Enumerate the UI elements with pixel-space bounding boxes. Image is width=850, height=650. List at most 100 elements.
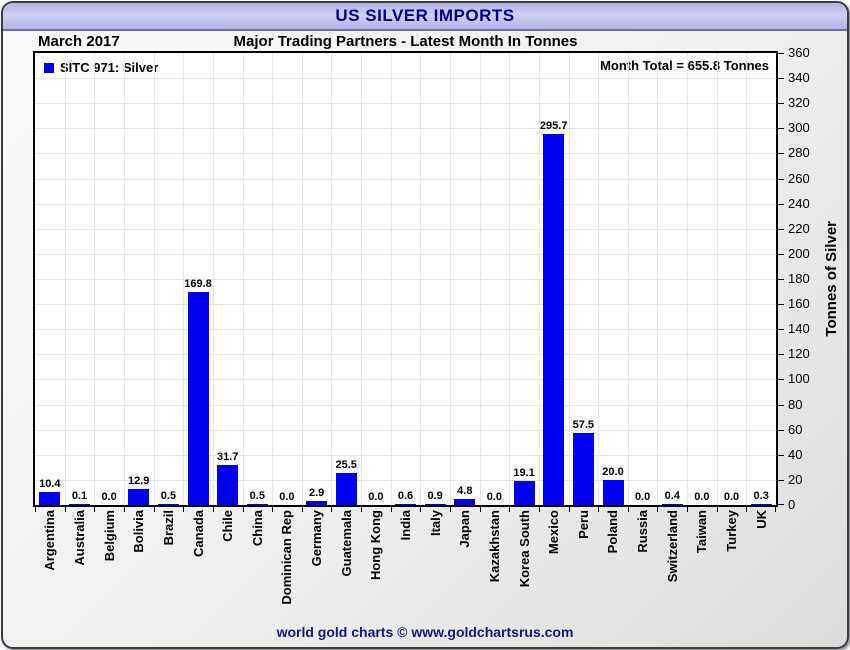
x-tick-mark xyxy=(479,507,481,512)
x-tick-mark xyxy=(35,507,36,512)
y-tick-mark xyxy=(778,178,784,180)
y-tick-mark xyxy=(778,203,784,205)
x-axis-label: Dominican Rep xyxy=(279,510,295,605)
bar-peru xyxy=(572,433,594,505)
bar-argentina xyxy=(39,492,61,505)
bar-canada xyxy=(187,292,209,505)
gridline-vertical xyxy=(598,53,600,505)
y-tick-mark xyxy=(778,153,784,155)
y-axis-title-wrap: Tonnes of Silver xyxy=(817,53,845,505)
x-axis-label-slot: Mexico xyxy=(539,510,569,554)
gridline-vertical xyxy=(331,53,333,505)
x-axis-label: Taiwan xyxy=(694,510,710,554)
bar-value-label: 0.0 xyxy=(634,491,651,503)
gridline-vertical xyxy=(687,53,689,505)
bar-india xyxy=(395,504,416,505)
y-tick-label: 40 xyxy=(788,446,803,462)
gridline-vertical xyxy=(123,53,125,505)
x-axis-label-slot: Brazil xyxy=(154,510,184,545)
x-axis-label-slot: China xyxy=(242,510,272,546)
chart-subtitle: Major Trading Partners - Latest Month In… xyxy=(233,33,578,50)
y-tick-label: 320 xyxy=(788,95,810,111)
x-tick-mark xyxy=(627,507,629,512)
bar-poland xyxy=(602,480,624,505)
gridline-horizontal xyxy=(35,354,776,356)
x-tick-mark xyxy=(775,507,776,512)
bar-value-label: 20.0 xyxy=(602,466,624,478)
x-axis-label: Australia xyxy=(71,510,87,566)
y-tick-label: 180 xyxy=(788,271,810,286)
gridline-vertical xyxy=(242,53,244,505)
x-tick-mark xyxy=(94,507,96,512)
x-tick-mark xyxy=(568,507,570,512)
bar-value-label: 0.0 xyxy=(723,491,740,503)
gridline-vertical xyxy=(94,53,96,505)
gridline-vertical xyxy=(627,53,629,505)
gridline-vertical xyxy=(301,53,303,505)
bar-value-label: 0.3 xyxy=(753,490,769,502)
y-tick-label: 120 xyxy=(788,346,810,362)
gridline-vertical xyxy=(657,53,659,505)
bar-value-label: 0.0 xyxy=(694,491,710,503)
y-tick-mark xyxy=(778,78,784,80)
y-tick-label: 140 xyxy=(788,321,810,337)
gridline-vertical xyxy=(509,53,511,505)
chart-title: US SILVER IMPORTS xyxy=(335,6,515,25)
bar-value-label: 0.4 xyxy=(664,490,680,502)
x-axis-label-slot: Dominican Rep xyxy=(272,510,302,605)
x-tick-mark xyxy=(153,507,155,512)
x-tick-mark xyxy=(331,507,333,512)
y-tick-mark xyxy=(778,228,784,230)
gridline-vertical xyxy=(64,53,66,505)
gridline-vertical xyxy=(538,53,540,505)
y-tick-label: 20 xyxy=(788,471,803,487)
x-tick-mark xyxy=(183,507,185,512)
x-axis-label: Switzerland xyxy=(664,510,680,583)
bar-value-label: 2.9 xyxy=(308,487,325,499)
x-axis-label-slot: Taiwan xyxy=(687,510,717,553)
x-axis-label: Poland xyxy=(605,510,621,554)
y-tick-mark xyxy=(778,53,784,54)
bar-value-label: 0.1 xyxy=(71,490,88,502)
y-tick-mark xyxy=(778,329,784,331)
x-axis-label-slot: Peru xyxy=(569,510,599,539)
x-axis-label-slot: Poland xyxy=(598,510,628,553)
bar-value-label: 0.5 xyxy=(160,490,177,502)
x-axis-label-slot: UK xyxy=(746,510,776,529)
y-tick-mark xyxy=(778,128,784,130)
x-axis-label-slot: Canada xyxy=(183,510,213,557)
bar-value-label: 0.0 xyxy=(368,491,384,503)
bar-value-label: 57.5 xyxy=(572,419,594,431)
legend-swatch-icon xyxy=(44,62,54,73)
y-tick-mark xyxy=(778,354,784,356)
gridline-horizontal xyxy=(35,479,776,481)
y-axis-title: Tonnes of Silver xyxy=(822,221,840,337)
gridline-horizontal xyxy=(35,253,776,255)
date-label: March 2017 xyxy=(38,33,120,50)
bar-guatemala xyxy=(335,473,357,505)
x-tick-mark xyxy=(64,507,66,512)
bar-germany xyxy=(306,501,328,505)
x-tick-mark xyxy=(538,507,540,512)
x-axis-label-slot: Switzerland xyxy=(657,510,687,582)
y-tick-mark xyxy=(778,103,784,105)
x-axis-label: Guatemala xyxy=(338,510,354,577)
y-tick-label: 240 xyxy=(788,195,810,211)
bar-italy xyxy=(424,504,446,505)
x-axis-label: Mexico xyxy=(546,510,562,555)
bar-bolivia xyxy=(128,489,150,505)
bar-value-label: 31.7 xyxy=(216,451,239,463)
gridline-horizontal xyxy=(35,203,776,205)
y-tick-mark xyxy=(778,304,784,306)
y-tick-label: 260 xyxy=(788,170,810,186)
footer-credit: world gold charts © www.goldchartsrus.co… xyxy=(276,624,574,640)
x-axis-label-slot: Argentina xyxy=(35,510,65,571)
y-tick-label: 60 xyxy=(788,421,803,437)
bar-brazil xyxy=(157,504,179,505)
gridline-vertical xyxy=(272,53,274,505)
y-tick-mark xyxy=(778,379,784,381)
x-axis-label: Turkey xyxy=(724,510,740,552)
x-axis-labels: Argentina Australia Belgium Bolivia Brazil Ca… xyxy=(35,510,776,622)
x-axis-label-slot: Turkey xyxy=(717,510,747,552)
bar-china xyxy=(246,504,268,505)
